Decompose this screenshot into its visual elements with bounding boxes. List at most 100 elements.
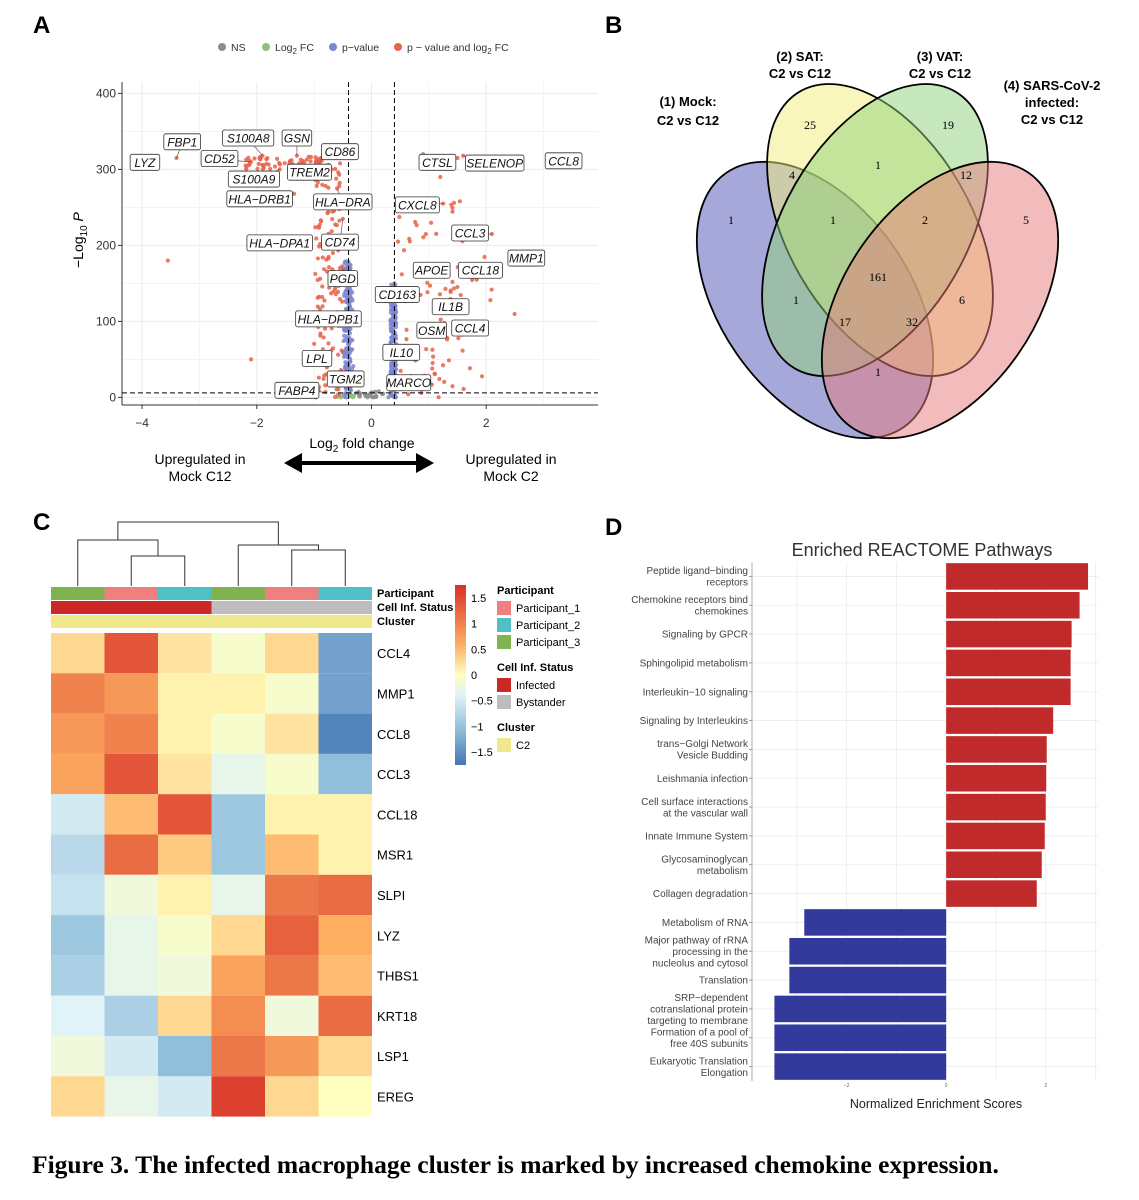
heatmap-scale-tick: 1.5 <box>471 593 486 605</box>
annotation-participant-cell <box>158 587 212 600</box>
gene-label-box <box>386 374 432 392</box>
heatmap: Participant Cell Inf. Status Cluster CCL4 MM… <box>51 521 580 1117</box>
volcano-point <box>431 354 436 359</box>
volcano-point <box>331 289 336 294</box>
bar-category-label: Formation of a pool of free 40S subunits <box>651 1028 748 1051</box>
volcano-point <box>461 386 466 392</box>
heatmap-cell <box>318 673 372 714</box>
heatmap-cell <box>318 995 372 1036</box>
bar-x-tick-label: 2 <box>1044 1083 1047 1089</box>
bar-15 <box>789 966 947 994</box>
volcano-point <box>348 359 353 364</box>
category-line: Collagen degradation <box>653 889 748 900</box>
gene-label-box <box>412 261 451 279</box>
gene-label-s100a8: S100A8 <box>227 132 270 146</box>
panel-letter-a: A <box>33 12 50 39</box>
volcano-point <box>457 199 462 204</box>
category-line: Chemokine receptors bind <box>631 595 748 606</box>
volcano-point <box>337 180 342 185</box>
volcano-legend-label: p−value <box>342 42 379 54</box>
volcano-point <box>268 166 273 171</box>
volcano-point <box>393 310 399 315</box>
bar-9 <box>946 793 1046 821</box>
category-line: Translation <box>699 976 748 987</box>
heatmap-cell <box>211 1036 265 1077</box>
volcano-point <box>489 287 494 292</box>
category-line: Eukaryotic Translation <box>650 1056 748 1067</box>
volcano-point <box>399 272 404 277</box>
volcano-y-tick-label: 300 <box>96 162 116 176</box>
category-line: Leishmania infection <box>657 774 748 785</box>
gene-label-box <box>287 163 332 181</box>
volcano-point <box>244 167 249 172</box>
gene-label-lpl: LPL <box>306 352 327 366</box>
volcano-point <box>432 371 438 376</box>
bar-category-label: Innate Immune System <box>645 831 748 842</box>
gene-label-fabp4: FABP4 <box>278 384 315 398</box>
gene-label-box <box>321 143 359 161</box>
volcano-point <box>316 224 321 229</box>
volcano-point <box>264 157 269 162</box>
gene-label-tgm2: TGM2 <box>329 372 363 386</box>
dendrogram-branch <box>237 544 319 586</box>
volcano-point <box>336 387 341 392</box>
gene-label-il1b: IL1B <box>438 300 463 314</box>
volcano-point <box>308 154 314 160</box>
bar-16 <box>774 995 947 1023</box>
volcano-point <box>320 284 325 289</box>
heatmap-cell <box>104 955 158 996</box>
heatmap-cell <box>104 874 158 916</box>
volcano-point <box>404 336 409 342</box>
category-line: Major pathway of rRNA <box>645 935 749 946</box>
volcano-point <box>314 236 319 241</box>
gene-label-fbp1: FBP1 <box>167 135 197 149</box>
volcano-point <box>430 366 435 371</box>
volcano-point <box>451 286 457 291</box>
volcano-point <box>437 376 442 382</box>
volcano-point <box>437 292 443 297</box>
bar-2 <box>946 591 1080 619</box>
category-line: Interleukin−10 signaling <box>643 687 748 698</box>
volcano-point <box>374 393 379 398</box>
annotation-participant-cell <box>318 587 372 600</box>
direction-right-line1: Upregulated in <box>465 451 556 467</box>
bar-category-label: Signaling by GPCR <box>662 630 748 641</box>
gene-label-box <box>222 129 275 147</box>
volcano-point <box>255 166 260 171</box>
legend-participant-key <box>497 635 511 649</box>
subscript: 2 <box>487 47 492 56</box>
annotation-label: Cluster <box>377 616 416 628</box>
volcano-x-tick-label: −4 <box>135 416 149 430</box>
volcano-point <box>365 395 370 400</box>
venn-count-3-4: 12 <box>960 168 972 182</box>
gene-label-box <box>382 343 421 361</box>
legend-status-label: Bystander <box>516 697 566 709</box>
bar-5 <box>946 678 1071 706</box>
annotation-status-cell <box>51 601 105 614</box>
gene-label-lyz: LYZ <box>134 156 156 170</box>
bar-6 <box>946 707 1054 734</box>
gene-label-box <box>418 153 457 171</box>
volcano-legend-key <box>262 43 270 51</box>
bar-14 <box>789 937 947 965</box>
heatmap-row-label-ccl8: CCL8 <box>377 727 410 742</box>
volcano-point <box>336 352 341 357</box>
volcano-point <box>397 214 402 220</box>
venn-count-1-3-4: 17 <box>839 315 851 329</box>
volcano-y-axis-title: −Log10 P <box>70 211 90 268</box>
heatmap-cell <box>158 915 212 956</box>
volcano-point <box>343 360 348 365</box>
volcano-point <box>320 182 325 187</box>
bar-category-label: Cell surface interactions at the vascular… <box>641 797 748 820</box>
gene-label-ccl4: CCL4 <box>455 322 486 336</box>
volcano-point <box>450 384 455 389</box>
panel-letter-d: D <box>605 514 622 541</box>
category-line: processing in the <box>672 947 748 958</box>
bar-4 <box>946 649 1071 677</box>
volcano-point <box>322 267 327 272</box>
volcano-point <box>460 348 465 353</box>
volcano-point <box>314 183 319 189</box>
volcano-point <box>430 347 435 352</box>
direction-left-line2: Mock C12 <box>168 468 231 484</box>
heatmap-cell <box>158 874 212 916</box>
